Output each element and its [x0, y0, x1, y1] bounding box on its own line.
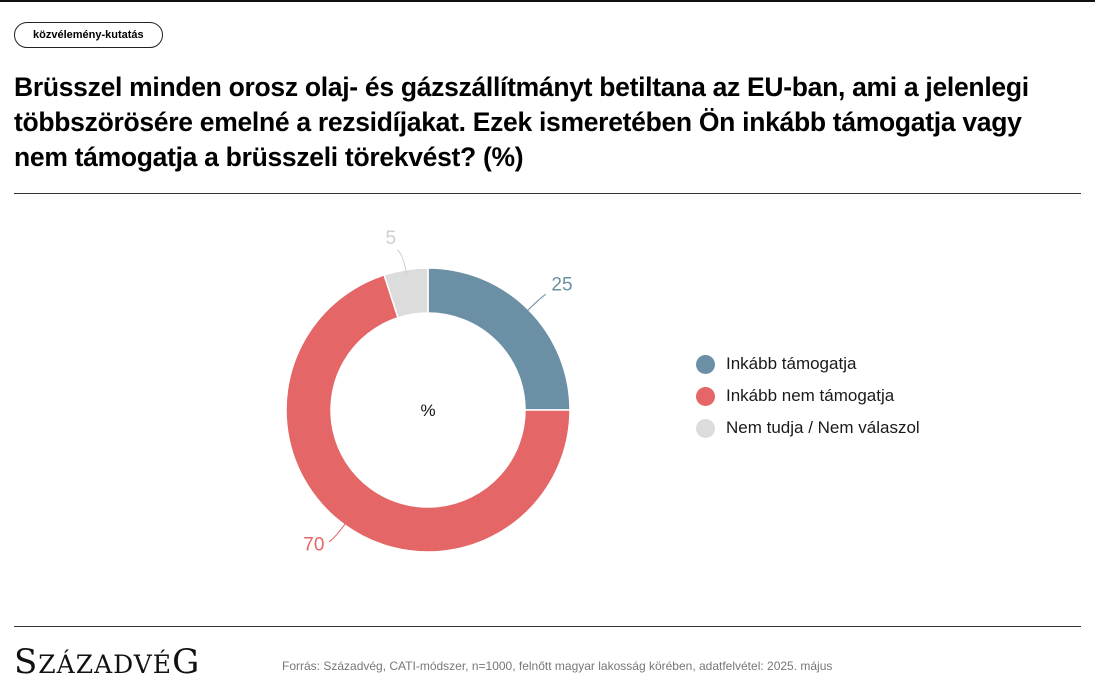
chart-title: Brüsszel minden orosz olaj- és gázszállí…	[14, 72, 1029, 172]
legend: Inkább támogatja Inkább nem támogatja Ne…	[696, 352, 936, 448]
legend-label-oppose: Inkább nem támogatja	[726, 386, 895, 405]
leader-line-support	[523, 293, 547, 315]
top-rule	[0, 0, 1095, 2]
data-label-dont-know: 5	[385, 228, 396, 249]
legend-item-dont-know: Nem tudja / Nem válaszol	[696, 416, 936, 440]
leader-line-dont-know	[396, 249, 408, 276]
legend-swatch-dont-know	[696, 419, 715, 438]
center-label: %	[420, 401, 435, 420]
footer-divider	[14, 626, 1081, 627]
category-tag[interactable]: közvélemény-kutatás	[14, 22, 163, 48]
legend-swatch-oppose	[696, 387, 715, 406]
slice-oppose	[285, 274, 571, 553]
legend-item-oppose: Inkább nem támogatja	[696, 384, 936, 408]
legend-label-dont-know: Nem tudja / Nem válaszol	[726, 418, 920, 437]
slice-dont-know	[383, 267, 429, 319]
legend-swatch-support	[696, 355, 715, 374]
slice-support	[427, 267, 571, 411]
data-label-oppose: 70	[303, 534, 324, 555]
donut-chart: 25 70 5%	[285, 228, 573, 555]
leader-line-oppose	[328, 519, 349, 543]
szazadveg-logo: SZÁZADVÉG	[14, 642, 201, 682]
legend-item-support: Inkább támogatja	[696, 352, 936, 376]
title-divider	[14, 193, 1081, 194]
data-label-support: 25	[551, 275, 572, 296]
source-note: Forrás: Századvég, CATI-módszer, n=1000,…	[282, 659, 833, 673]
legend-label-support: Inkább támogatja	[726, 354, 857, 373]
